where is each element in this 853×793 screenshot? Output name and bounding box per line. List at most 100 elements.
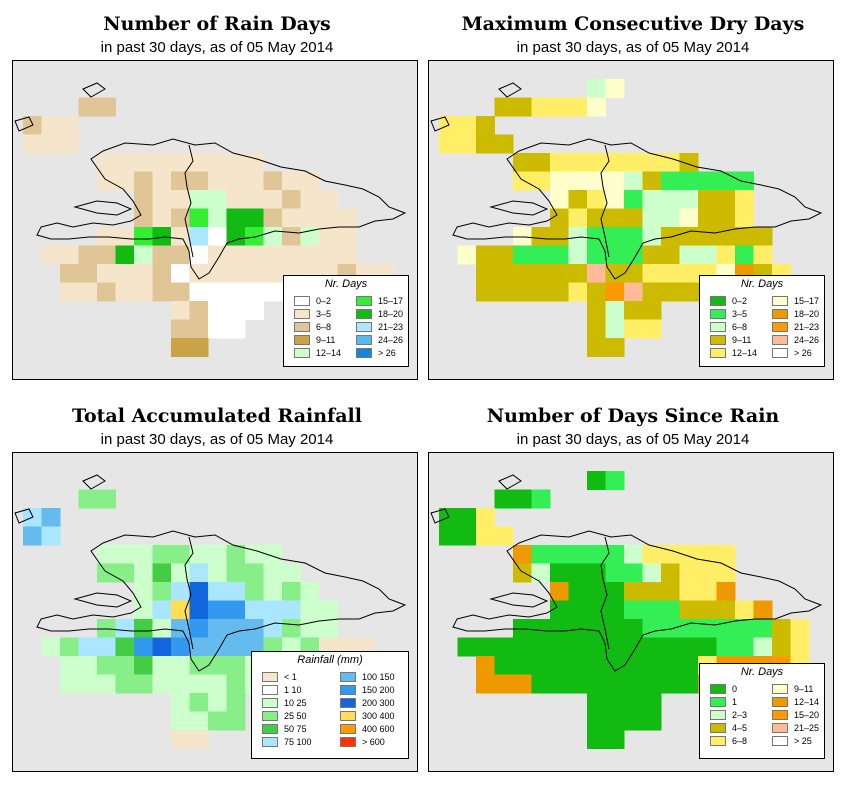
grid-cell (753, 245, 773, 265)
legend-swatch (356, 348, 372, 358)
grid-cell (226, 282, 246, 302)
grid-cell (587, 711, 606, 731)
grid-cell (171, 545, 190, 564)
grid-cell (624, 582, 643, 601)
island-outline (14, 82, 106, 132)
legend-label: 25 50 (284, 711, 307, 721)
island-outline (430, 474, 522, 524)
grid-cell (226, 563, 246, 583)
grid-cell (60, 134, 79, 154)
legend-swatch (772, 736, 788, 746)
grid-cell (550, 97, 569, 117)
grid-cell (568, 674, 588, 694)
grid-cell (337, 227, 357, 246)
grid-cell (513, 97, 532, 117)
grid-cell (587, 208, 606, 228)
grid-cell (97, 153, 116, 172)
grid-cell (624, 282, 643, 302)
legend-title: Rainfall (mm) (297, 654, 363, 666)
grid-cell (587, 97, 606, 117)
grid-cell (152, 600, 172, 620)
grid-cell (587, 245, 606, 265)
grid-cell (587, 190, 606, 209)
grid-cell (189, 674, 209, 694)
grid-cell (171, 282, 190, 302)
grid-cell (513, 656, 532, 675)
grid-cell (282, 582, 301, 601)
grid-cell (568, 190, 588, 209)
grid-cell (513, 489, 532, 509)
grid-cell (642, 711, 662, 731)
grid-cell (568, 264, 588, 283)
grid-cell (642, 674, 662, 694)
map-frame: Nr. Days 0–2 3–5 6–8 9–11 12–14 15–17 18–20 21–… (428, 60, 834, 380)
grid-cell (716, 208, 736, 228)
grid-cell (189, 319, 209, 339)
grid-cell (245, 208, 264, 228)
grid-cell (152, 674, 172, 694)
legend-label: 24–26 (378, 335, 404, 345)
grid-cell (735, 227, 754, 246)
grid-cell (189, 171, 209, 191)
grid-cell (457, 116, 477, 135)
grid-cell (171, 338, 190, 357)
grid-cell (661, 563, 680, 583)
coastline (36, 530, 407, 672)
grid-cell (282, 227, 301, 246)
grid-cell (41, 508, 61, 527)
grid-cell (587, 153, 606, 172)
grid-cell (263, 245, 283, 265)
grid-cell (605, 190, 625, 209)
grid-cell (679, 171, 699, 191)
panel-subtitle: in past 30 days, as of 05 May 2014 (100, 431, 334, 448)
legend-label: 12–14 (732, 348, 758, 358)
grid-cell (115, 545, 135, 564)
grid-cell (661, 582, 680, 601)
grid-cell (605, 637, 625, 657)
grid-cell (171, 319, 190, 339)
legend-swatch (772, 309, 788, 319)
grid-cell (587, 674, 606, 694)
grid-cell (208, 637, 227, 657)
grid-cell (171, 153, 190, 172)
grid-cell (698, 619, 717, 638)
grid-cell (772, 637, 791, 657)
grid-cell (41, 116, 61, 135)
grid-cell (494, 526, 514, 546)
grid-cell (568, 171, 588, 191)
grid-cell (134, 600, 153, 620)
grid-cell (587, 600, 606, 620)
grid-cell (550, 674, 569, 694)
grid-cell (41, 134, 61, 154)
grid-cell (531, 245, 551, 265)
grid-cell (115, 674, 135, 694)
grid-cell (605, 730, 625, 749)
grid-cell (605, 471, 625, 490)
legend-label: 1 10 (284, 685, 302, 695)
country-border (600, 536, 610, 650)
grid-cell (568, 208, 588, 228)
grid-cell (97, 656, 116, 675)
legend-title: Nr. Days (740, 666, 784, 678)
grid-cell (171, 245, 190, 265)
grid-cell (642, 600, 662, 620)
legend-label: 15–17 (378, 296, 404, 306)
grid-cell (661, 545, 680, 564)
grid-cell (189, 730, 209, 749)
grid-cell (513, 153, 532, 172)
grid-cell (78, 656, 98, 675)
grid-cell (60, 637, 79, 657)
legend-label: 75 100 (284, 737, 312, 747)
legend-label: 18–20 (378, 309, 404, 319)
grid-cell (78, 674, 98, 694)
grid-cell (550, 545, 569, 564)
grid-cell (134, 674, 153, 694)
legend-swatch (340, 698, 356, 708)
grid-cell (152, 190, 172, 209)
legend-swatch (710, 309, 726, 319)
grid-cell (115, 637, 135, 657)
grid-cell (134, 637, 153, 657)
grid-cell (457, 637, 477, 657)
grid-cell (716, 190, 736, 209)
grid-cell (226, 674, 246, 694)
